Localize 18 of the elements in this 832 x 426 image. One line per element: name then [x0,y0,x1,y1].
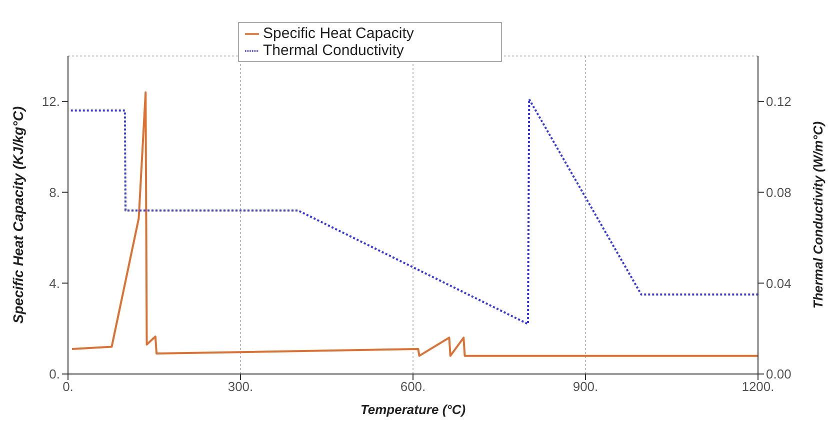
y-tick-label: 0. [49,366,60,382]
x-tick-label: 900. [572,379,598,394]
x-axis-title: Temperature (°C) [360,402,466,417]
x-tick-label: 1200. [742,379,774,394]
legend-label: Specific Heat Capacity [263,25,414,42]
y2-tick-label: 0.04 [766,276,792,291]
y-tick-label: 4. [49,276,60,291]
y2-tick-label: 0.00 [766,366,792,382]
y-tick-label: 12. [42,94,60,110]
x-tick-label: 0. [62,379,74,394]
y2-tick-label: 0.08 [766,184,792,200]
x-tick-label: 300. [228,379,254,394]
y2-axis-title: Thermal Conductivity (W/m°C) [810,121,826,309]
y-tick-label: 8. [49,184,60,200]
y2-tick-label: 0.12 [766,94,792,110]
legend-label: Thermal Conductivity [263,42,404,59]
y-axis-title: Specific Heat Capacity (KJ/kg°C) [10,106,26,324]
x-tick-label: 600. [400,379,426,394]
